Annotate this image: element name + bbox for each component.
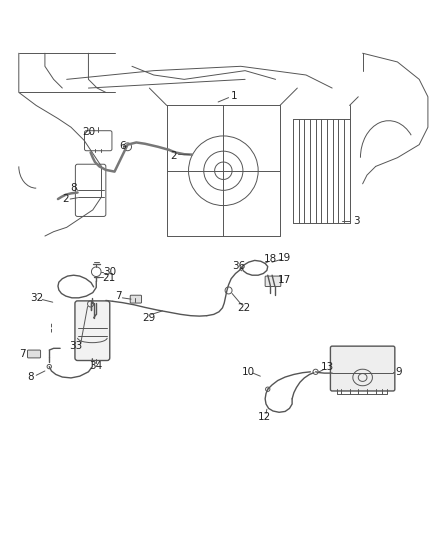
Text: 34: 34 xyxy=(90,361,103,371)
Text: 18: 18 xyxy=(264,254,277,264)
Text: 21: 21 xyxy=(102,273,116,283)
Text: 6: 6 xyxy=(119,141,126,150)
Text: 12: 12 xyxy=(258,411,271,422)
Text: 8: 8 xyxy=(28,372,34,382)
FancyBboxPatch shape xyxy=(75,164,106,216)
Text: 30: 30 xyxy=(103,266,116,277)
Text: 32: 32 xyxy=(31,293,44,303)
Text: 20: 20 xyxy=(82,126,95,136)
Text: 22: 22 xyxy=(238,303,251,313)
Text: 33: 33 xyxy=(70,341,83,351)
Text: 2: 2 xyxy=(63,194,69,204)
Text: 29: 29 xyxy=(143,313,156,323)
FancyBboxPatch shape xyxy=(130,295,141,303)
Text: 1: 1 xyxy=(231,91,237,101)
FancyBboxPatch shape xyxy=(265,276,281,287)
Text: 3: 3 xyxy=(353,216,360,226)
Text: 17: 17 xyxy=(278,274,291,285)
Text: 7: 7 xyxy=(19,349,25,359)
Text: 19: 19 xyxy=(278,253,291,263)
Text: 2: 2 xyxy=(170,150,177,160)
FancyBboxPatch shape xyxy=(330,346,395,391)
Text: 9: 9 xyxy=(395,367,402,377)
Text: 8: 8 xyxy=(70,183,77,193)
FancyBboxPatch shape xyxy=(28,350,41,358)
FancyBboxPatch shape xyxy=(75,301,110,360)
Text: 36: 36 xyxy=(232,261,245,271)
FancyBboxPatch shape xyxy=(85,131,112,151)
Text: 13: 13 xyxy=(321,362,335,373)
Text: 10: 10 xyxy=(242,367,255,377)
Text: 7: 7 xyxy=(115,291,121,301)
